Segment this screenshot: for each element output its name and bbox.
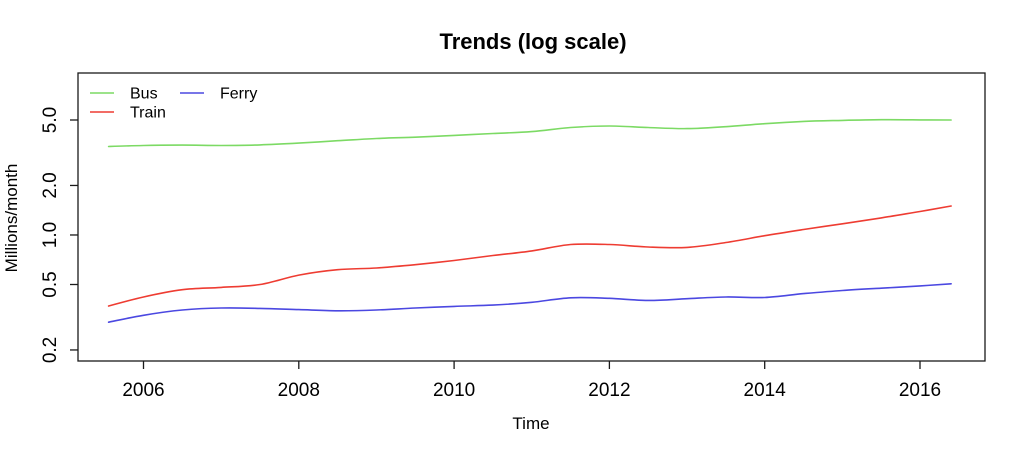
x-tick-label: 2008 bbox=[278, 380, 320, 401]
y-tick-label: 0.5 bbox=[40, 271, 61, 297]
y-axis-label: Millions/month bbox=[2, 164, 21, 273]
y-tick-label: 5.0 bbox=[40, 107, 61, 133]
x-tick-label: 2010 bbox=[433, 380, 475, 401]
legend-label-ferry: Ferry bbox=[220, 86, 257, 103]
y-tick-label: 2.0 bbox=[40, 172, 61, 198]
series-line-train bbox=[107, 205, 952, 307]
y-tick-label: 0.2 bbox=[40, 337, 61, 363]
chart-title: Trends (log scale) bbox=[439, 29, 626, 54]
series-line-ferry bbox=[107, 283, 952, 323]
x-tick-label: 2006 bbox=[122, 380, 164, 401]
legend-label-bus: Bus bbox=[130, 86, 158, 103]
x-tick-label: 2016 bbox=[899, 380, 941, 401]
series-lines bbox=[107, 118, 952, 323]
x-tick-label: 2014 bbox=[744, 380, 787, 401]
legend-label-train: Train bbox=[130, 105, 166, 122]
x-axis-label: Time bbox=[512, 414, 549, 433]
y-axis-ticks: 0.2 0.5 1.0 2.0 5.0 bbox=[40, 107, 78, 363]
y-tick-label: 1.0 bbox=[40, 222, 61, 248]
legend: Bus Train Ferry bbox=[90, 86, 257, 122]
series-line-bus bbox=[107, 118, 952, 148]
x-tick-label: 2012 bbox=[588, 380, 630, 401]
x-axis-ticks: 2006 2008 2010 2012 2014 2016 bbox=[122, 361, 941, 401]
plot-border bbox=[77, 72, 986, 362]
